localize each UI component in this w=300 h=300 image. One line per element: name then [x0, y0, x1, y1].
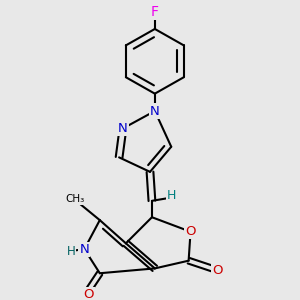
Text: H: H — [167, 190, 176, 202]
Text: N: N — [80, 243, 89, 256]
Text: O: O — [83, 288, 94, 300]
Text: CH₃: CH₃ — [65, 194, 84, 204]
Text: F: F — [151, 4, 159, 19]
Text: N: N — [150, 104, 160, 118]
Text: O: O — [185, 225, 196, 238]
Text: N: N — [118, 122, 128, 135]
Text: H: H — [67, 244, 75, 257]
Text: O: O — [212, 264, 223, 277]
